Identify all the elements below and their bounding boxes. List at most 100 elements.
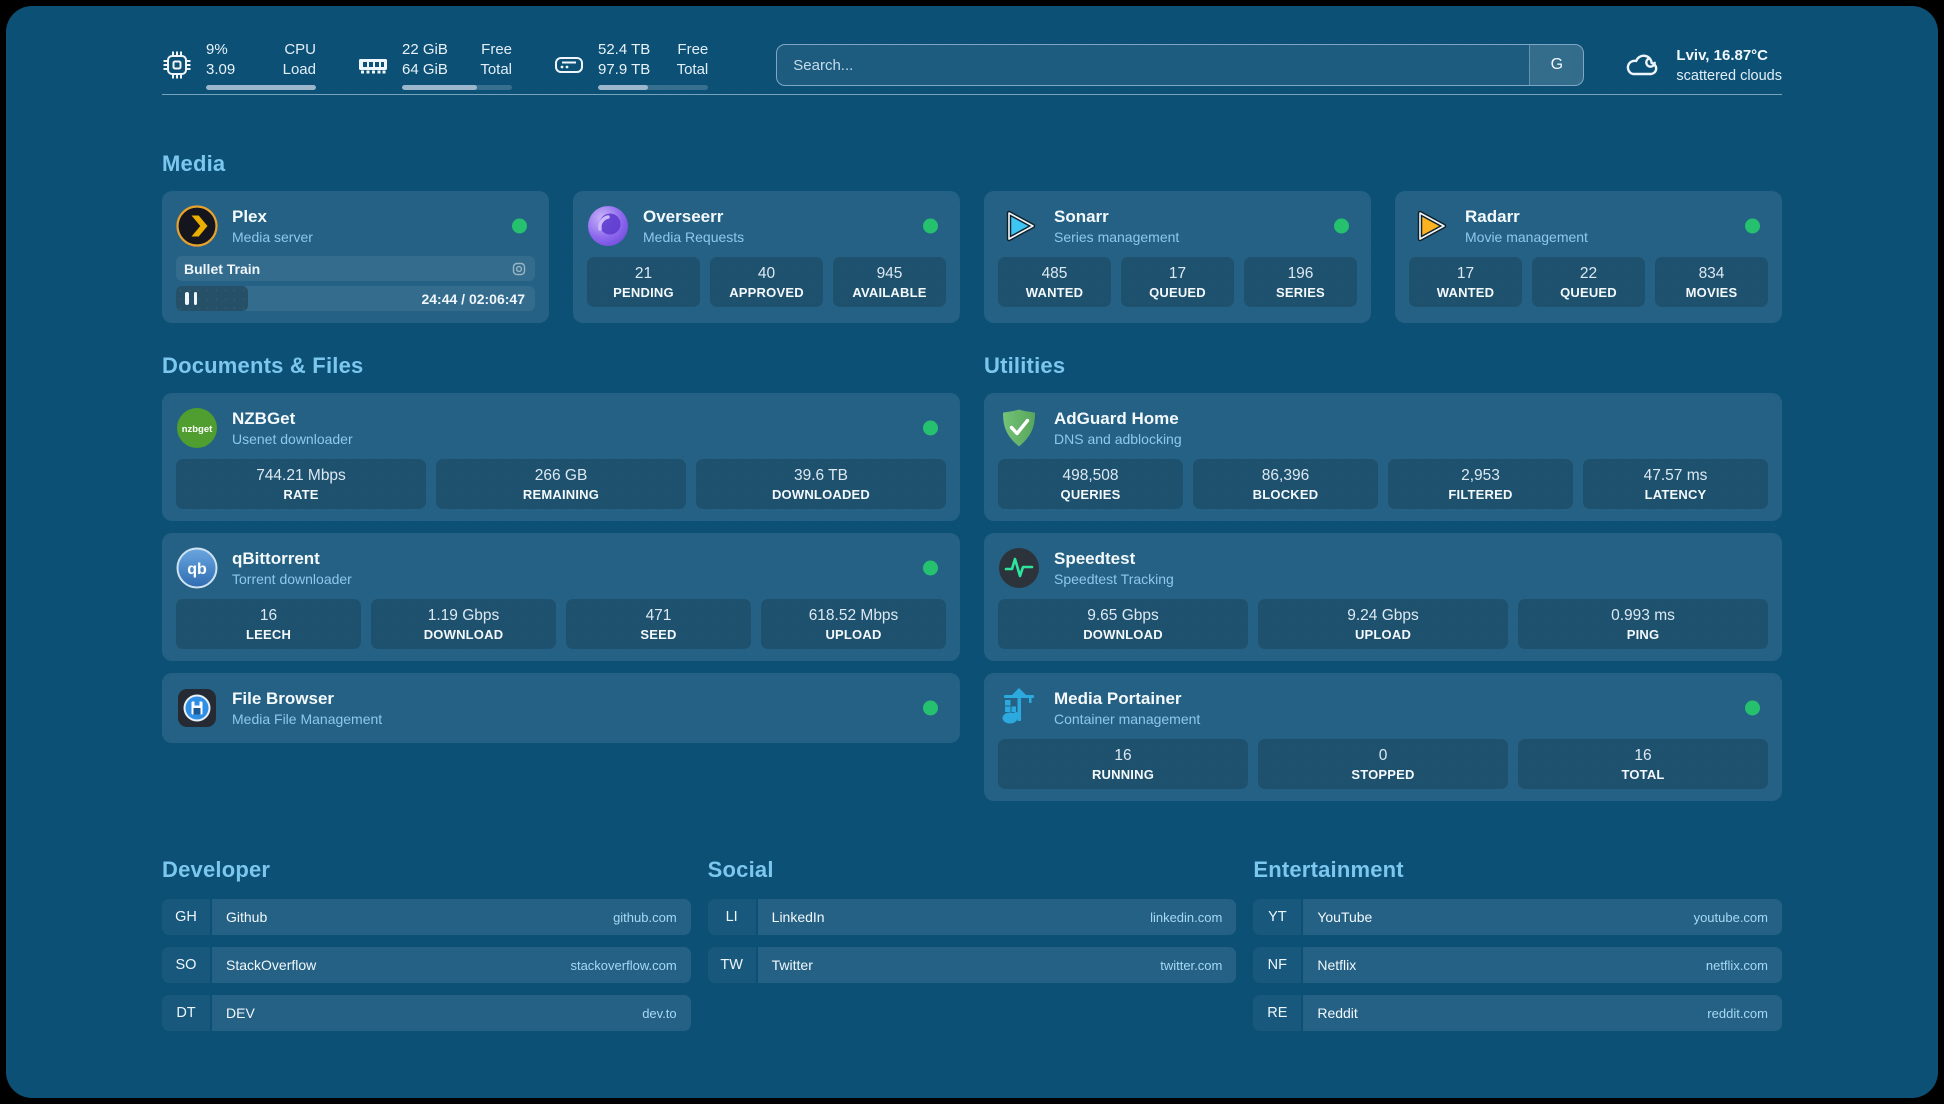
pause-icon[interactable] bbox=[185, 292, 197, 305]
bookmark-abbr: NF bbox=[1253, 947, 1302, 983]
memory-icon bbox=[358, 50, 388, 80]
service-card-radarr[interactable]: Radarr Movie management 17 WANTED 22 QUE… bbox=[1395, 191, 1782, 323]
stat-label: WANTED bbox=[1025, 284, 1084, 300]
sonarr-icon bbox=[998, 205, 1040, 247]
stat-value: 17 bbox=[1456, 264, 1475, 282]
bookmarks-social: Social LI LinkedIn linkedin.com TW Twitt… bbox=[707, 857, 1237, 1031]
stat-value: 9.24 Gbps bbox=[1347, 606, 1419, 624]
bookmark-netflix[interactable]: NF Netflix netflix.com bbox=[1253, 947, 1782, 983]
stat-label: DOWNLOAD bbox=[1083, 626, 1163, 642]
stat-value: 744.21 Mbps bbox=[256, 466, 346, 484]
section-title-developer: Developer bbox=[162, 857, 271, 882]
service-card-plex[interactable]: Plex Media server Bullet Train bbox=[162, 191, 549, 323]
bookmark-dev[interactable]: DT DEV dev.to bbox=[162, 995, 691, 1031]
stat-queued: 22 QUEUED bbox=[1532, 257, 1645, 307]
service-subtitle: Media File Management bbox=[232, 711, 383, 727]
stat-label: SEED bbox=[640, 626, 677, 642]
overseerr-icon bbox=[587, 205, 629, 247]
cpu-progress-bar bbox=[206, 85, 316, 90]
section-title-documents: Documents & Files bbox=[162, 353, 364, 378]
stat-wanted: 485 WANTED bbox=[998, 257, 1111, 307]
stat-label: PENDING bbox=[613, 284, 674, 300]
service-card-overseerr[interactable]: Overseerr Media Requests 21 PENDING 40 A… bbox=[573, 191, 960, 323]
playback-time: 24:44 / 02:06:47 bbox=[421, 290, 525, 307]
stat-label: FILTERED bbox=[1448, 486, 1513, 502]
stat-queued: 17 QUEUED bbox=[1121, 257, 1234, 307]
service-card-portainer[interactable]: Media Portainer Container management 16 … bbox=[984, 673, 1782, 801]
section-title-social: Social bbox=[707, 857, 774, 882]
search-input[interactable] bbox=[777, 45, 1530, 85]
stat-label: TOTAL bbox=[1621, 766, 1665, 782]
stat-label: AVAILABLE bbox=[852, 284, 927, 300]
top-bar: 9% 3.09 CPU Load bbox=[162, 6, 1782, 94]
stat-leech: 16 LEECH bbox=[176, 599, 361, 649]
memory-progress-bar bbox=[402, 85, 512, 90]
bookmark-abbr: LI bbox=[707, 899, 756, 935]
bookmark-github[interactable]: GH Github github.com bbox=[162, 899, 691, 935]
playback-progress-bar[interactable]: 24:44 / 02:06:47 bbox=[176, 286, 535, 311]
stat-value: 945 bbox=[876, 264, 903, 282]
bookmark-stackoverflow[interactable]: SO StackOverflow stackoverflow.com bbox=[162, 947, 691, 983]
service-card-speedtest[interactable]: Speedtest Speedtest Tracking 9.65 Gbps D… bbox=[984, 533, 1782, 661]
bookmark-reddit[interactable]: RE Reddit reddit.com bbox=[1253, 995, 1782, 1031]
status-dot bbox=[923, 560, 938, 576]
weather-location: Lviv, 16.87°C bbox=[1676, 46, 1769, 64]
search-bar: G bbox=[776, 44, 1585, 86]
section-title-entertainment: Entertainment bbox=[1253, 857, 1404, 882]
service-name: Sonarr bbox=[1054, 207, 1109, 226]
stat-series: 196 SERIES bbox=[1244, 257, 1357, 307]
stat-value: 39.6 TB bbox=[793, 466, 848, 484]
service-card-filebrowser[interactable]: File Browser Media File Management bbox=[162, 673, 960, 743]
stat-value: 9.65 Gbps bbox=[1087, 606, 1159, 624]
bookmark-domain: netflix.com bbox=[1705, 957, 1768, 973]
section-title-utilities: Utilities bbox=[984, 353, 1066, 378]
status-dot bbox=[1745, 218, 1760, 234]
service-card-sonarr[interactable]: Sonarr Series management 485 WANTED 17 Q… bbox=[984, 191, 1371, 323]
search-provider-button[interactable]: G bbox=[1529, 45, 1584, 85]
stat-value: 21 bbox=[634, 264, 653, 282]
stat-total: 16 TOTAL bbox=[1518, 739, 1768, 789]
stat-label: APPROVED bbox=[729, 284, 804, 300]
service-subtitle: Movie management bbox=[1465, 229, 1588, 245]
portainer-icon bbox=[998, 687, 1040, 729]
stat-label: DOWNLOAD bbox=[423, 626, 504, 642]
service-name: Speedtest bbox=[1054, 549, 1136, 568]
stat-stopped: 0 STOPPED bbox=[1258, 739, 1508, 789]
bookmark-domain: twitter.com bbox=[1160, 957, 1223, 973]
bookmark-name: StackOverflow bbox=[226, 957, 317, 973]
nzbget-icon: nzbget bbox=[176, 407, 218, 449]
stat-queries: 498,508 QUERIES bbox=[998, 459, 1183, 509]
stat-label: UPLOAD bbox=[825, 626, 882, 642]
stat-value: 498,508 bbox=[1062, 466, 1119, 484]
service-name: Radarr bbox=[1465, 207, 1520, 226]
stat-label: REMAINING bbox=[522, 486, 600, 502]
bookmark-linkedin[interactable]: LI LinkedIn linkedin.com bbox=[707, 899, 1237, 935]
bookmark-youtube[interactable]: YT YouTube youtube.com bbox=[1253, 899, 1782, 935]
now-playing-title: Bullet Train bbox=[184, 260, 261, 277]
gear-icon[interactable] bbox=[511, 261, 527, 277]
service-card-qbittorrent[interactable]: qb qBittorrent Torrent downloader 16 LEE… bbox=[162, 533, 960, 661]
stat-label: MOVIES bbox=[1685, 284, 1738, 300]
disk-widget: 52.4 TB 97.9 TB Free Total bbox=[554, 40, 709, 90]
middle-columns: Documents & Files nzbget NZBGet U bbox=[162, 353, 1782, 801]
service-card-adguard[interactable]: AdGuard Home DNS and adblocking 498,508 … bbox=[984, 393, 1782, 521]
stat-value: 2,953 bbox=[1461, 466, 1500, 484]
service-name: File Browser bbox=[232, 689, 335, 708]
stat-value: 0 bbox=[1378, 746, 1388, 764]
bookmark-domain: linkedin.com bbox=[1150, 909, 1223, 925]
stat-rate: 744.21 Mbps RATE bbox=[176, 459, 426, 509]
speedtest-icon bbox=[998, 547, 1040, 589]
weather-widget[interactable]: Lviv, 16.87°C scattered clouds bbox=[1622, 45, 1782, 86]
bookmarks-grid: Developer GH Github github.com SO StackO… bbox=[162, 857, 1782, 1031]
stat-remaining: 266 GB REMAINING bbox=[436, 459, 686, 509]
bookmark-name: Netflix bbox=[1317, 957, 1357, 973]
cpu-usage-label: CPU bbox=[284, 41, 316, 58]
service-card-nzbget[interactable]: nzbget NZBGet Usenet downloader 744.21 M… bbox=[162, 393, 960, 521]
stat-label: SERIES bbox=[1276, 284, 1325, 300]
dashboard: 9% 3.09 CPU Load bbox=[6, 6, 1938, 1098]
stat-label: DOWNLOADED bbox=[771, 486, 871, 502]
service-subtitle: Media Requests bbox=[643, 229, 745, 245]
plex-icon bbox=[176, 205, 218, 247]
bookmark-twitter[interactable]: TW Twitter twitter.com bbox=[707, 947, 1237, 983]
